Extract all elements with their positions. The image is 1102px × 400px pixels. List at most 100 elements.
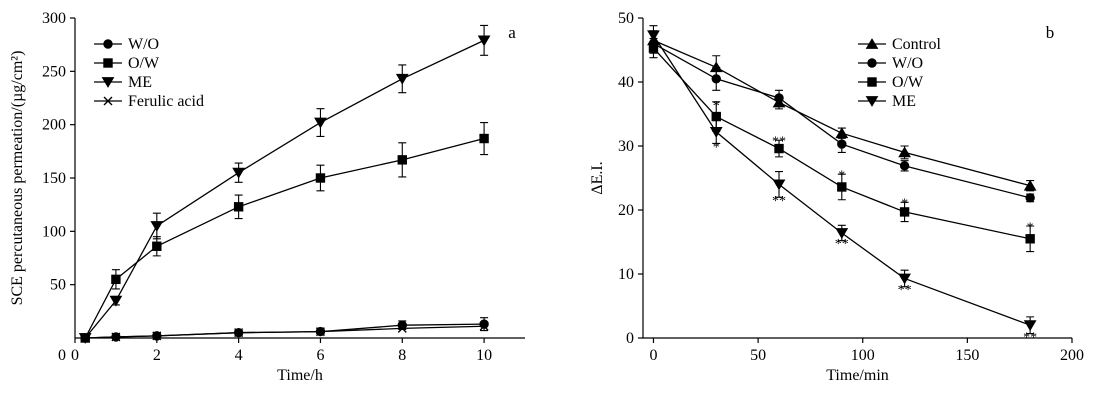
legend-label: W/O (128, 36, 159, 53)
data-point (479, 133, 489, 144)
data-point (152, 241, 162, 251)
series-o-w (80, 121, 489, 343)
legend-marker (867, 77, 877, 87)
data-point (152, 331, 162, 341)
x-tick-label: 2 (153, 347, 161, 364)
data-point (898, 273, 911, 285)
data-point (711, 74, 721, 84)
x-tick-label: 10 (476, 347, 492, 364)
data-point (315, 327, 325, 337)
y-tick-label: 150 (42, 170, 66, 187)
series-line (652, 47, 1031, 240)
series-line (653, 43, 1031, 199)
data-point (709, 127, 723, 138)
data-point (233, 202, 244, 212)
series-line (85, 325, 485, 339)
series-me (647, 25, 1037, 335)
x-tick-label: 200 (1060, 347, 1084, 364)
data-point (899, 161, 910, 171)
y-tick-label: 200 (42, 117, 66, 134)
significance-mark: ** (898, 283, 912, 298)
data-point (315, 173, 326, 183)
significance-mark: * (838, 169, 845, 184)
legend: Control W/O O/W ME (858, 36, 941, 110)
legend-marker (867, 58, 877, 68)
significance-mark: * (1027, 220, 1034, 235)
legend-marker (865, 38, 879, 49)
y-tick-label: 10 (618, 266, 634, 283)
panel-label: b (1046, 23, 1055, 42)
legend-label: O/W (892, 74, 924, 91)
data-point (314, 117, 327, 129)
data-point (899, 207, 910, 217)
x-tick-label: 0 (649, 347, 657, 364)
x-tick-label: 6 (316, 347, 324, 364)
series-control (647, 30, 1037, 192)
y-tick-label: 30 (618, 138, 634, 155)
data-point (395, 73, 409, 85)
legend-label: Ferulic acid (128, 93, 204, 110)
axes (642, 18, 1072, 339)
data-point (479, 321, 489, 331)
x-tick-label: 100 (851, 347, 875, 364)
origin-label: 0 (58, 347, 66, 364)
data-point (837, 139, 847, 149)
data-point (835, 228, 849, 239)
panel-label: a (508, 23, 516, 42)
chart-panel-a: 0 2 4 6 8 10 50 100 150 200 250 300 0 Time/h SCE percu… (9, 10, 525, 384)
data-point (80, 333, 90, 343)
data-point (1025, 234, 1035, 244)
series-ferulic-acid (80, 321, 489, 343)
series-o-w (648, 37, 1035, 253)
data-point (898, 146, 911, 158)
x-axis-label: Time/min (826, 367, 889, 384)
y-tick-label: 0 (626, 330, 634, 347)
y-tick-label: 20 (618, 202, 634, 219)
legend-label: ME (892, 93, 916, 110)
legend-label: O/W (128, 55, 160, 72)
significance-mark: ** (835, 237, 849, 252)
y-tick-label: 250 (42, 63, 66, 80)
series-line (84, 137, 485, 339)
data-point (397, 155, 407, 165)
y-tick-label: 50 (50, 277, 66, 294)
legend: W/O O/W ME Ferulic acid (94, 36, 204, 110)
x-tick-label: 8 (398, 347, 406, 364)
legend-label: W/O (892, 55, 923, 72)
data-point (774, 93, 784, 103)
data-point (1023, 320, 1037, 332)
series-line (653, 39, 1031, 187)
data-point (232, 167, 246, 179)
y-tick-label: 50 (618, 10, 634, 27)
x-tick-label: 150 (955, 347, 979, 364)
data-point (1023, 179, 1037, 191)
data-point (111, 332, 121, 342)
significance-mark: * (901, 197, 908, 212)
data-point (111, 274, 121, 285)
legend-marker (103, 58, 113, 68)
data-point (477, 35, 491, 47)
series-line (652, 34, 1031, 326)
x-tick-label: 50 (750, 347, 766, 364)
y-tick-label: 300 (42, 10, 66, 27)
data-point (837, 182, 847, 192)
data-point (772, 179, 786, 191)
data-point (109, 295, 123, 307)
significance-mark: ** (1023, 330, 1037, 345)
data-point (774, 143, 784, 154)
legend-marker (101, 77, 115, 88)
x-tick-label: 0 (71, 347, 79, 364)
data-point (397, 320, 407, 330)
legend-label: ME (128, 74, 152, 91)
y-axis-label: SCE percutaneous permeation/(µg/cm²) (9, 51, 26, 306)
y-tick-label: 40 (618, 74, 634, 91)
data-point (234, 328, 244, 338)
significance-mark: ** (772, 135, 786, 150)
data-point (397, 323, 407, 333)
data-point (150, 221, 164, 232)
legend-marker (865, 96, 879, 107)
significance-mark: * (713, 140, 720, 155)
significance-mark: ** (772, 194, 786, 209)
y-axis-label: ΔE.I. (589, 161, 606, 194)
data-point (647, 30, 660, 42)
